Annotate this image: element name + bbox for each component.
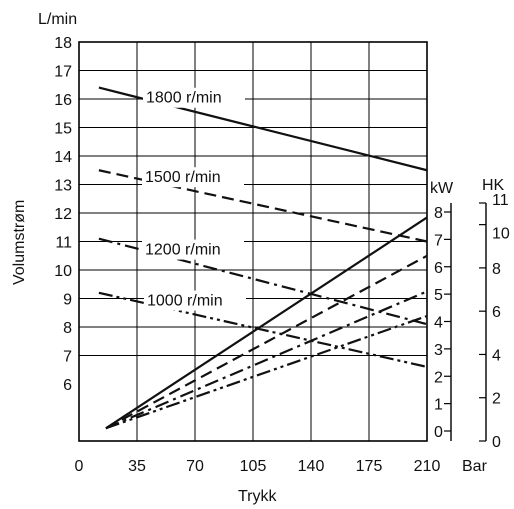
flow-tick-label: 12 <box>54 206 72 223</box>
pressure-tick-labels: 0 35 70 105 140 175 210 <box>75 458 441 475</box>
speed-label: 1000 r/min <box>147 293 223 310</box>
power-curve <box>105 216 428 430</box>
speed-label-bg <box>142 167 244 188</box>
flow-tick-label: 16 <box>54 92 72 109</box>
flow-tick-label: 13 <box>54 178 72 195</box>
hp-tick-label: 4 <box>492 347 501 364</box>
speed-label: 1200 r/min <box>145 242 221 259</box>
pressure-tick-label: 35 <box>128 458 146 475</box>
flow-tick-label: 17 <box>54 64 72 81</box>
power-curve <box>105 314 428 430</box>
kw-tick-label: 0 <box>434 424 443 441</box>
kw-tick-label: 1 <box>434 397 443 414</box>
kw-unit-label: kW <box>430 180 454 197</box>
flow-tick-labels: 6 7 8 9 10 11 12 13 14 15 16 17 18 <box>54 35 72 394</box>
pressure-tick-label: 140 <box>298 458 325 475</box>
hp-tick-labels: 0 2 4 6 8 10 11 <box>479 192 510 451</box>
hp-tick-label: 2 <box>492 391 501 408</box>
speed-label-bg <box>144 290 246 311</box>
pressure-tick-label: 0 <box>75 458 84 475</box>
kw-tick-label: 3 <box>434 342 443 359</box>
hp-unit-label: HK <box>482 177 505 194</box>
power-curve <box>105 290 428 430</box>
y-unit-label: L/min <box>38 11 77 28</box>
flow-curve <box>98 291 428 368</box>
speed-label-bg <box>143 87 245 108</box>
pressure-tick-label: 210 <box>414 458 441 475</box>
flow-tick-label: 10 <box>54 263 72 280</box>
flow-tick-label: 18 <box>54 35 72 52</box>
speed-label: 1500 r/min <box>145 169 221 186</box>
flow-tick-label: 14 <box>54 149 72 166</box>
hp-tick-label: 11 <box>492 192 509 209</box>
flow-tick-label: 9 <box>63 292 72 309</box>
kw-tick-label: 4 <box>434 315 443 332</box>
pressure-tick-label: 70 <box>186 458 204 475</box>
pressure-tick-label: 175 <box>356 458 383 475</box>
flow-tick-label: 11 <box>55 235 72 252</box>
speed-label-bg <box>142 239 244 260</box>
y-axis-title: Volumstrøm <box>11 200 28 285</box>
speed-label-layer: 1800 r/min 1500 r/min 1200 r/min 1000 r/min <box>142 87 246 311</box>
hp-tick-label: 8 <box>492 261 501 278</box>
hp-tick-label: 0 <box>492 434 501 451</box>
hp-tick-label: 10 <box>492 226 510 243</box>
flow-tick-label: 7 <box>63 349 72 366</box>
pressure-tick-label: 105 <box>240 458 267 475</box>
kw-tick-labels: 0 1 2 3 4 5 6 7 8 <box>434 205 451 441</box>
flow-tick-label: 15 <box>54 121 72 138</box>
hp-tick-label: 6 <box>492 304 501 321</box>
kw-tick-label: 2 <box>434 369 443 386</box>
kw-tick-label: 7 <box>434 232 443 249</box>
flow-tick-label: 8 <box>63 320 72 337</box>
speed-label: 1800 r/min <box>146 90 222 107</box>
x-unit-label: Bar <box>462 458 488 475</box>
kw-tick-label: 6 <box>434 260 443 277</box>
grid-layer <box>79 42 427 441</box>
power-curve <box>105 254 428 430</box>
kw-tick-label: 5 <box>434 287 443 304</box>
flow-tick-label: 6 <box>63 377 72 394</box>
x-axis-title: Trykk <box>238 488 278 505</box>
kw-tick-label: 8 <box>434 205 443 222</box>
